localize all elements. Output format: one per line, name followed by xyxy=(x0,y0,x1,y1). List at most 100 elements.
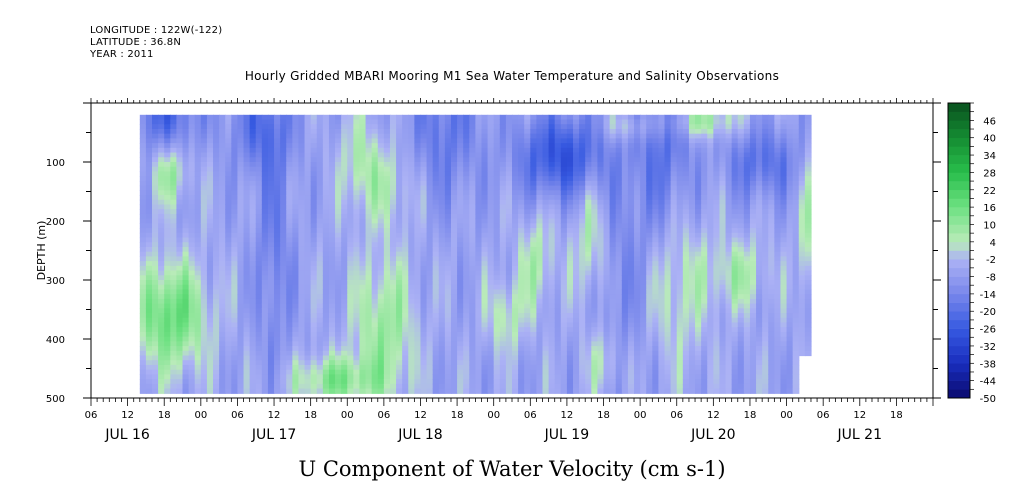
heatmap-cell xyxy=(286,114,293,121)
heatmap-cell xyxy=(432,213,440,220)
heatmap-cell xyxy=(225,369,232,375)
heatmap-cell xyxy=(627,223,635,229)
heatmap-cell xyxy=(591,209,599,215)
heatmap-cell xyxy=(383,237,391,243)
heatmap-cell xyxy=(213,223,220,229)
heatmap-cell xyxy=(463,313,470,319)
heatmap-cell xyxy=(365,138,373,144)
heatmap-cell xyxy=(261,143,269,149)
heatmap-cell xyxy=(164,114,171,121)
heatmap-cell xyxy=(438,341,446,347)
heatmap-cell xyxy=(530,114,537,121)
heatmap-cell xyxy=(536,322,544,328)
heatmap-cell xyxy=(609,162,617,168)
heatmap-cell xyxy=(627,162,635,168)
heatmap-cell xyxy=(560,322,568,328)
heatmap-cell xyxy=(573,341,580,347)
heatmap-cell xyxy=(432,327,440,333)
heatmap-cell xyxy=(615,114,623,121)
heatmap-cell xyxy=(170,317,178,324)
heatmap-cell xyxy=(328,346,336,352)
heatmap-cell xyxy=(463,317,470,324)
heatmap-cell xyxy=(475,180,483,187)
heatmap-cell xyxy=(383,147,391,154)
heatmap-cell xyxy=(566,379,574,385)
heatmap-cell xyxy=(255,237,263,243)
heatmap-cell xyxy=(341,388,348,394)
heatmap-cell xyxy=(585,298,592,305)
heatmap-cell xyxy=(316,331,324,338)
heatmap-cell xyxy=(463,213,470,220)
heatmap-cell xyxy=(640,190,647,196)
heatmap-cell xyxy=(603,242,611,248)
heatmap-cell xyxy=(536,157,544,163)
heatmap-cell xyxy=(274,289,281,295)
heatmap-cell xyxy=(225,157,232,163)
heatmap-cell xyxy=(566,218,574,224)
heatmap-cell xyxy=(188,223,196,229)
heatmap-cell xyxy=(408,374,415,380)
heatmap-cell xyxy=(493,256,501,262)
heatmap-cell xyxy=(164,346,171,352)
heatmap-cell xyxy=(182,157,190,163)
heatmap-cell xyxy=(328,195,336,201)
heatmap-cell xyxy=(139,383,147,390)
heatmap-cell xyxy=(457,190,464,196)
chart-title: Hourly Gridded MBARI Mooring M1 Sea Wate… xyxy=(244,69,780,83)
heatmap-cell xyxy=(335,256,342,262)
heatmap-cell xyxy=(371,162,379,168)
heatmap-cell xyxy=(371,228,379,234)
heatmap-cell xyxy=(164,166,171,173)
heatmap-cell xyxy=(219,275,226,281)
heatmap-cell xyxy=(267,133,275,139)
heatmap-cell xyxy=(225,265,232,272)
heatmap-cell xyxy=(243,374,251,380)
heatmap-cell xyxy=(335,322,342,328)
heatmap-cell xyxy=(591,128,599,135)
heatmap-cell xyxy=(627,317,635,324)
heatmap-cell xyxy=(530,232,537,239)
heatmap-cell xyxy=(573,383,580,390)
heatmap-cell xyxy=(188,185,196,191)
heatmap-cell xyxy=(420,327,428,333)
heatmap-cell xyxy=(426,124,434,130)
heatmap-cell xyxy=(536,388,544,394)
heatmap-cell xyxy=(158,369,165,375)
heatmap-cell xyxy=(274,383,281,390)
heatmap-cell xyxy=(536,331,544,338)
heatmap-cell xyxy=(383,114,391,121)
heatmap-cell xyxy=(493,195,501,201)
heatmap-cell xyxy=(463,242,470,248)
heatmap-cell xyxy=(512,166,519,173)
heatmap-cell xyxy=(597,246,605,253)
heatmap-cell xyxy=(621,374,629,380)
heatmap-cell xyxy=(213,346,220,352)
heatmap-cell xyxy=(145,284,153,291)
heatmap-cell xyxy=(499,379,507,385)
heatmap-cell xyxy=(475,204,483,210)
heatmap-cell xyxy=(585,218,592,224)
heatmap-cell xyxy=(408,138,415,144)
heatmap-cell xyxy=(304,308,312,314)
heatmap-cell xyxy=(518,143,525,149)
heatmap-cell xyxy=(627,284,635,291)
heatmap-cell xyxy=(335,246,342,253)
heatmap-cell xyxy=(615,124,623,130)
heatmap-cell xyxy=(536,303,544,309)
heatmap-cell xyxy=(603,341,611,347)
heatmap-cell xyxy=(603,218,611,224)
heatmap-cell xyxy=(194,209,202,215)
heatmap-cell xyxy=(518,138,525,144)
heatmap-cell xyxy=(573,275,580,281)
heatmap-cell xyxy=(579,242,586,248)
heatmap-cell xyxy=(237,270,245,276)
heatmap-cell xyxy=(646,327,653,333)
heatmap-cell xyxy=(383,360,391,366)
heatmap-cell xyxy=(579,176,586,182)
heatmap-cell xyxy=(634,147,641,154)
heatmap-cell xyxy=(347,303,354,309)
heatmap-cell xyxy=(267,313,275,319)
heatmap-cell xyxy=(249,331,257,338)
heatmap-cell xyxy=(164,360,171,366)
heatmap-cell xyxy=(426,364,434,371)
